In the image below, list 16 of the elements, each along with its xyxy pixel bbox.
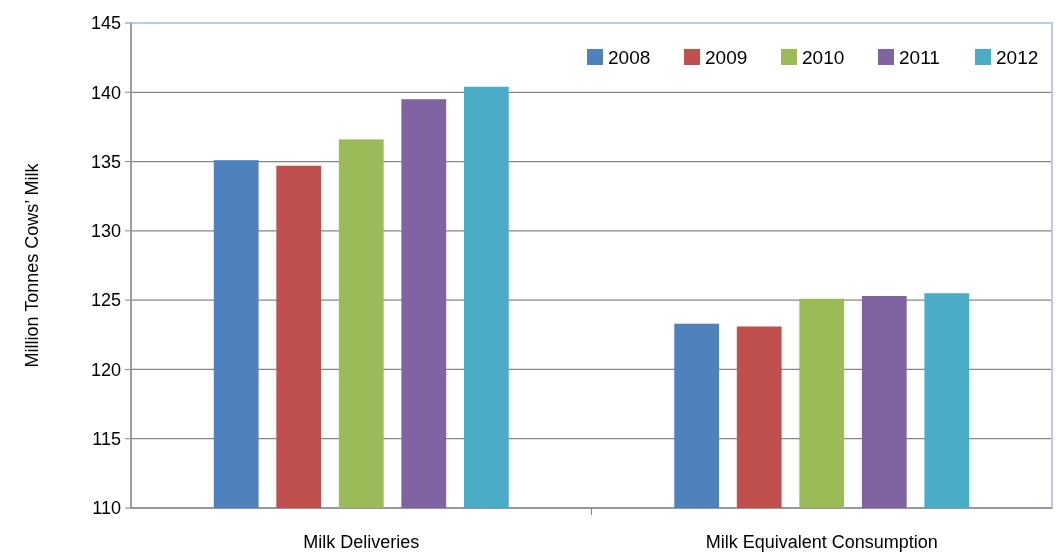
x-tick-label: Milk Deliveries [303, 532, 420, 552]
x-tick-label: Milk Equivalent Consumption [705, 532, 938, 552]
legend-label: 2011 [899, 46, 940, 68]
y-tick-label: 120 [90, 359, 121, 380]
legend-label: 2010 [802, 46, 845, 68]
legend-label: 2008 [608, 46, 651, 68]
legend-label: 2009 [705, 46, 748, 68]
y-tick-label: 145 [90, 13, 121, 34]
y-tick-label: 135 [90, 151, 121, 172]
y-tick-label: 125 [90, 290, 121, 311]
y-axis-title: Million Tonnes Cows’ Milk [22, 162, 42, 368]
y-tick-label: 130 [90, 221, 121, 242]
legend-label: 2012 [996, 46, 1039, 68]
y-tick-label: 110 [92, 498, 121, 519]
y-tick-label: 140 [90, 82, 121, 103]
y-tick-label: 115 [92, 429, 121, 450]
